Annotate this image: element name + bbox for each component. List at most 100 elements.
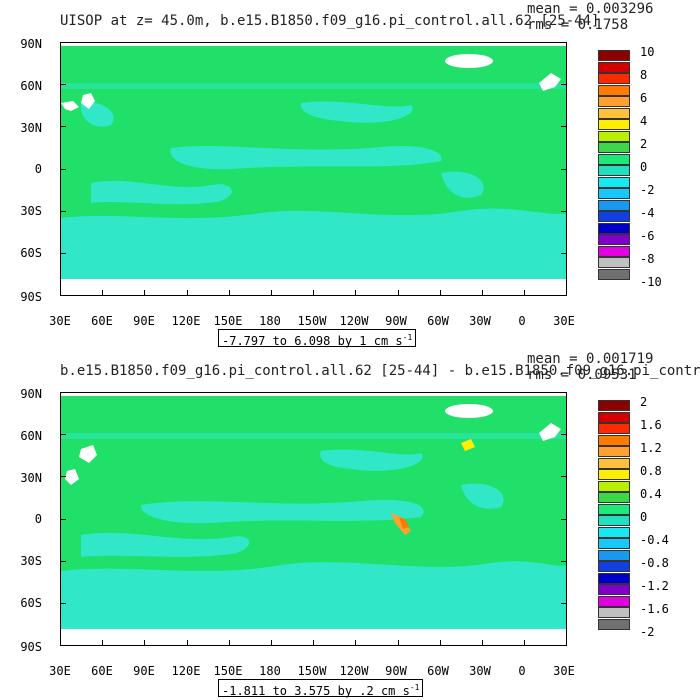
colorbar-cell [598, 400, 630, 411]
colorbar-label: -1.6 [640, 602, 669, 616]
colorbar-cell [598, 119, 630, 130]
colorbar-cell [598, 257, 630, 268]
colorbar-cell [598, 268, 630, 280]
colorbar-cell [598, 526, 630, 538]
colorbar-label: 1.2 [640, 441, 662, 455]
colorbar-cell [598, 618, 630, 630]
lon-tick [313, 640, 315, 646]
lat-tick [561, 560, 567, 562]
lon-label: 60W [427, 664, 449, 678]
lon-label: 150E [213, 314, 243, 328]
colorbar-cell [598, 492, 630, 503]
lon-tick [271, 290, 272, 296]
colorbar-label: 10 [640, 45, 655, 59]
colorbar-cell [598, 50, 630, 61]
colorbar-cell [598, 176, 630, 188]
lon-label: 60E [91, 664, 113, 678]
lon-tick [397, 640, 399, 646]
lat-tick [60, 392, 66, 393]
lon-label: 30E [553, 314, 575, 328]
colorbar-label: -4 [640, 206, 655, 220]
lat-tick [60, 518, 66, 520]
lat-label: 0 [34, 512, 42, 526]
lat-tick [561, 476, 567, 478]
lon-label: 150W [297, 314, 327, 328]
lon-label: 0 [518, 664, 526, 678]
colorbar-cell [598, 165, 630, 176]
lat-tick [60, 295, 66, 297]
colorbar-label: 8 [640, 68, 648, 82]
colorbar-label: -1.2 [640, 579, 669, 593]
range-unit-exponent: -1 [402, 333, 413, 342]
lon-tick [186, 290, 188, 296]
lon-label: 120E [171, 314, 201, 328]
lon-label: 60W [427, 314, 449, 328]
lon-tick [566, 290, 568, 296]
rms-stat: rms = 0.09531 [527, 367, 637, 383]
lon-label: 90E [133, 664, 155, 678]
lat-tick [561, 434, 567, 436]
lon-tick [102, 640, 104, 646]
lat-tick [60, 42, 66, 43]
colorbar-cell [598, 411, 630, 423]
lat-tick [561, 645, 567, 647]
lat-label: 30N [20, 471, 42, 485]
range-unit-exponent: -1 [409, 683, 420, 692]
lon-tick [102, 290, 104, 296]
lat-label: 60N [20, 79, 42, 93]
colorbar-label: 1.6 [640, 418, 662, 432]
lon-tick [228, 640, 230, 646]
colorbar-cell [598, 503, 630, 515]
lon-tick [439, 640, 441, 646]
lat-tick [561, 168, 567, 170]
lon-label: 90W [385, 664, 407, 678]
lon-label: 30E [49, 664, 71, 678]
lat-label: 90S [20, 290, 42, 304]
lon-label: 30E [49, 314, 71, 328]
colorbar-cell [598, 61, 630, 73]
colorbar-label: -10 [640, 275, 662, 289]
colorbar-cell [598, 73, 630, 84]
panel-title: UISOP at z= 45.0m, b.e15.B1850.f09_g16.p… [60, 13, 600, 29]
panel-title: b.e15.B1850.f09_g16.pi_control.all.62 [2… [60, 363, 700, 379]
lat-tick [561, 603, 567, 604]
lat-tick [561, 210, 567, 212]
lat-tick [561, 84, 567, 86]
lat-label: 30S [20, 554, 42, 568]
lon-label: 120W [339, 314, 369, 328]
lon-label: 30E [553, 664, 575, 678]
colorbar-label: 2 [640, 395, 648, 409]
lat-label: 60S [20, 596, 42, 610]
contour-range-text: -1.811 to 3.575 by .2 cm s [222, 684, 410, 698]
lon-tick [566, 640, 568, 646]
contour-map [60, 42, 567, 296]
lat-label: 0 [34, 162, 42, 176]
lat-tick [60, 434, 66, 436]
colorbar-cell [598, 153, 630, 165]
lat-label: 30S [20, 204, 42, 218]
lon-label: 90W [385, 314, 407, 328]
colorbar-cell [598, 549, 630, 561]
colorbar-cell [598, 607, 630, 618]
lat-tick [561, 392, 567, 393]
lon-tick [524, 290, 526, 296]
lon-label: 150W [297, 664, 327, 678]
colorbar-cell [598, 515, 630, 526]
colorbar-label: 0 [640, 510, 648, 524]
lon-label: 60E [91, 314, 113, 328]
colorbar-cell [598, 561, 630, 572]
lon-tick [144, 290, 146, 296]
lat-tick [60, 126, 66, 128]
colorbar-cell [598, 446, 630, 457]
colorbar-label: 0.4 [640, 487, 662, 501]
lon-tick [60, 640, 61, 646]
lat-tick [561, 295, 567, 297]
lat-tick [60, 560, 66, 562]
colorbar-cell [598, 130, 630, 142]
lat-tick [561, 518, 567, 520]
lon-tick [482, 640, 483, 646]
lon-label: 90E [133, 314, 155, 328]
colorbar-cell [598, 434, 630, 446]
lon-tick [313, 290, 315, 296]
lon-tick [524, 640, 526, 646]
